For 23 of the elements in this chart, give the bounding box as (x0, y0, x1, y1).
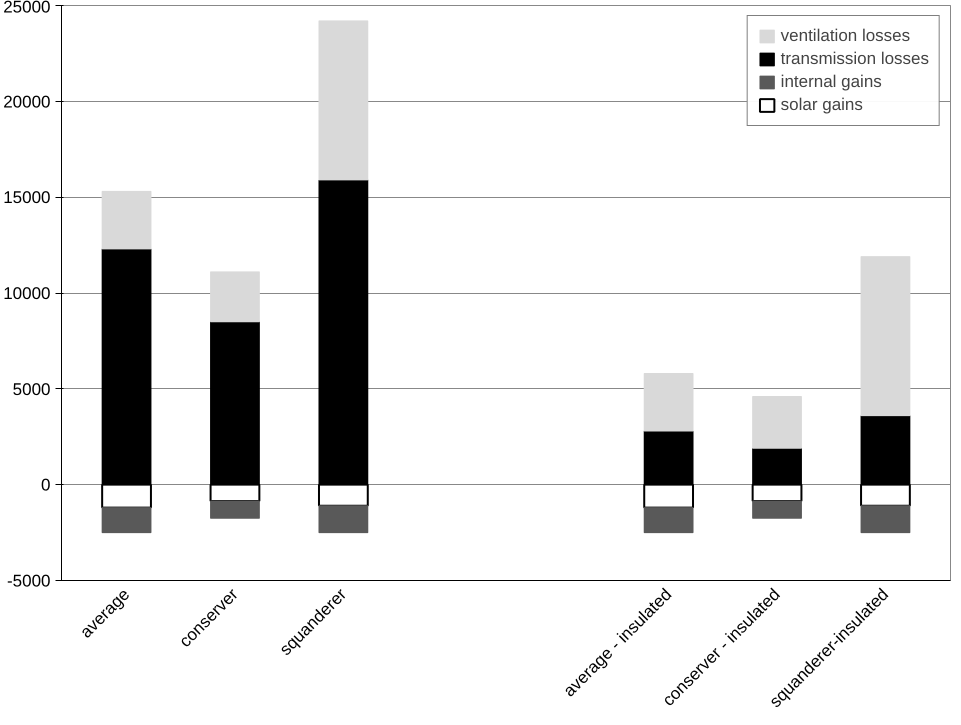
bar (318, 20, 368, 180)
bar (644, 507, 694, 534)
bar (860, 505, 910, 534)
y-tick-label: 15000 (3, 188, 51, 208)
bar (860, 256, 910, 416)
y-tick-label: 5000 (12, 380, 51, 399)
y-tick-label: 0 (41, 476, 51, 495)
bar (210, 500, 260, 519)
bar (210, 271, 260, 322)
bar (102, 190, 152, 250)
bar (318, 505, 368, 534)
y-tick-label: 10000 (3, 284, 51, 303)
bar (102, 507, 152, 534)
legend-label: transmission losses (780, 49, 929, 69)
legend-label: solar gains (780, 95, 863, 115)
bar (644, 373, 694, 432)
legend-label: ventilation losses (780, 26, 910, 46)
y-tick-label: 20000 (3, 92, 51, 112)
legend-label: internal gains (780, 72, 882, 92)
y-tick-label: -5000 (7, 572, 51, 590)
bar (752, 396, 802, 449)
bar (752, 500, 802, 519)
y-tick-label: 25000 (3, 0, 51, 16)
